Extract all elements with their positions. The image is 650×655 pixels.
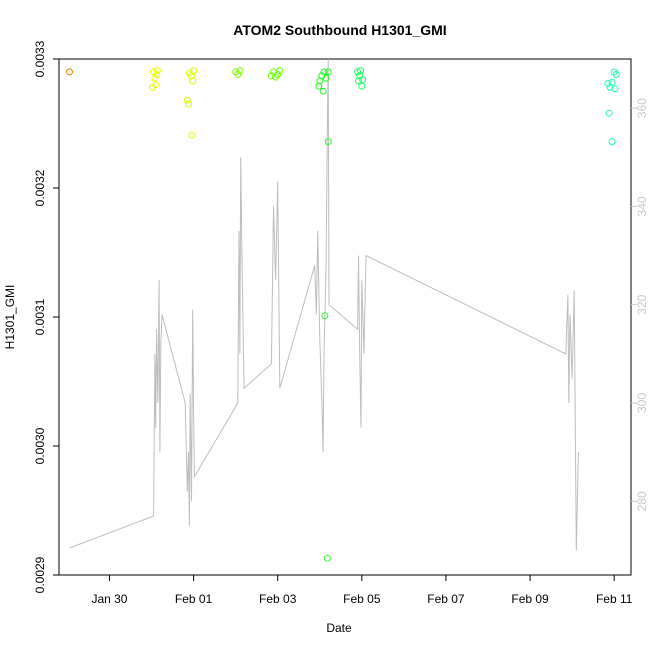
data-point — [359, 76, 367, 84]
x-axis: Jan 30 Feb 01 Feb 03 Feb 05 Feb 07 Feb 09 Feb … — [91, 575, 633, 606]
data-point — [358, 82, 366, 90]
data-point — [185, 100, 192, 108]
data-point — [608, 138, 616, 146]
data-point — [267, 72, 275, 80]
data-point — [153, 67, 161, 75]
y-tick-label: 0.0031 — [33, 298, 47, 335]
data-point — [355, 77, 362, 85]
x-tick-label: Feb 07 — [427, 592, 465, 606]
data-point — [612, 71, 620, 78]
data-point — [153, 71, 161, 78]
data-point — [66, 68, 73, 76]
data-point — [274, 71, 282, 78]
chart-title: ATOM2 Southbound H1301_GMI — [233, 22, 446, 38]
gray-line-series — [69, 58, 579, 551]
data-point — [190, 67, 198, 75]
y2-tick-label: 320 — [635, 294, 649, 314]
y2-tick-label: 300 — [635, 393, 649, 413]
y2-tick-label: 360 — [635, 98, 649, 118]
y-axis-left: 0.0029 0.0030 0.0031 0.0032 0.0033 — [33, 40, 59, 593]
y-tick-label: 0.0030 — [33, 427, 47, 464]
y2-tick-label: 340 — [635, 196, 649, 216]
data-point — [357, 67, 365, 75]
y-tick-label: 0.0033 — [33, 40, 47, 77]
data-point — [236, 67, 244, 75]
data-point — [188, 131, 196, 139]
y-axis-title: H1301_GMI — [3, 285, 17, 350]
data-point — [151, 74, 159, 82]
data-point — [324, 68, 332, 76]
x-tick-label: Feb 01 — [175, 592, 213, 606]
gray-line-path — [69, 58, 579, 551]
data-point — [183, 96, 191, 104]
x-tick-label: Jan 30 — [91, 592, 127, 606]
y-tick-label: 0.0029 — [33, 556, 47, 593]
data-point — [152, 81, 160, 89]
x-tick-label: Feb 03 — [259, 592, 297, 606]
data-point — [608, 78, 616, 86]
plot-frame — [58, 58, 632, 576]
y-axis-right: 280 300 320 340 360 — [631, 98, 649, 511]
y2-tick-label: 280 — [635, 491, 649, 511]
x-tick-label: Feb 11 — [596, 592, 633, 606]
data-point — [605, 109, 613, 117]
x-tick-label: Feb 09 — [511, 592, 549, 606]
x-tick-label: Feb 05 — [343, 592, 381, 606]
data-point — [189, 77, 197, 85]
data-point — [319, 87, 327, 95]
x-axis-title: Date — [326, 621, 352, 635]
data-point — [315, 82, 323, 90]
data-point — [322, 74, 330, 82]
data-point — [321, 312, 329, 320]
data-point — [320, 68, 328, 76]
data-point — [276, 67, 284, 75]
data-point — [611, 85, 619, 93]
data-point — [323, 554, 331, 562]
data-point — [604, 80, 612, 87]
data-point — [324, 138, 332, 146]
point-series — [66, 67, 620, 562]
data-point — [234, 71, 242, 78]
y-tick-label: 0.0032 — [33, 169, 47, 206]
